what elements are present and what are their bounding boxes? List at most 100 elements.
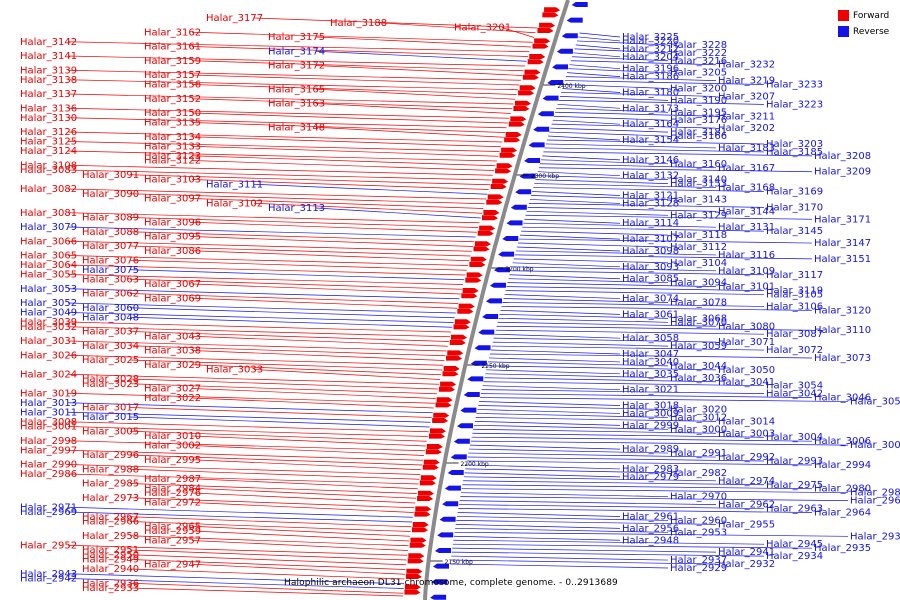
gene-label[interactable]: Halar_2987: [144, 474, 201, 485]
gene-label[interactable]: Halar_2952: [20, 540, 77, 551]
gene-label[interactable]: Halar_3028: [82, 374, 139, 385]
gene-label[interactable]: Halar_3148: [268, 122, 325, 133]
gene-label[interactable]: Halar_3096: [144, 217, 201, 228]
gene-label[interactable]: Halar_3203: [766, 139, 823, 150]
gene-label[interactable]: Halar_3029: [144, 360, 201, 371]
gene-label[interactable]: Halar_2972: [144, 498, 201, 509]
gene-label[interactable]: Halar_3116: [718, 250, 775, 261]
gene-label[interactable]: Halar_3074: [622, 294, 679, 305]
gene-label[interactable]: Halar_2985: [82, 479, 139, 490]
gene-label[interactable]: Halar_3049: [20, 308, 77, 319]
gene-label[interactable]: Halar_3151: [814, 254, 871, 265]
gene-label[interactable]: Halar_3065: [20, 251, 77, 262]
gene-label[interactable]: Halar_3009: [622, 408, 679, 419]
gene-label[interactable]: Halar_2973: [82, 493, 139, 504]
gene-label[interactable]: Halar_3006: [814, 436, 871, 447]
gene-label[interactable]: Halar_3039: [20, 317, 77, 328]
gene-label[interactable]: Halar_3018: [622, 401, 679, 412]
gene-label[interactable]: Halar_2998: [20, 436, 77, 447]
gene-label[interactable]: Halar_3114: [622, 218, 679, 229]
gene-label[interactable]: Halar_3156: [144, 80, 201, 91]
gene-label[interactable]: Halar_3162: [144, 27, 201, 38]
gene-label[interactable]: Halar_3161: [144, 42, 201, 53]
gene-label[interactable]: Halar_2939: [850, 531, 900, 542]
gene-label[interactable]: Halar_3170: [766, 202, 823, 213]
gene-label[interactable]: Halar_3135: [144, 118, 201, 129]
gene-label[interactable]: Halar_3021: [622, 385, 679, 396]
gene-label[interactable]: Halar_3073: [814, 353, 871, 364]
gene-label[interactable]: Halar_3216: [670, 56, 727, 67]
gene-label[interactable]: Halar_2941: [718, 547, 775, 558]
gene-label[interactable]: Halar_3015: [82, 412, 139, 423]
gene-label[interactable]: Halar_3177: [206, 13, 263, 24]
gene-label[interactable]: Halar_3059: [670, 341, 727, 352]
gene-label[interactable]: Halar_3138: [20, 75, 77, 86]
gene-label[interactable]: Halar_3209: [814, 167, 871, 178]
gene-label[interactable]: Halar_3125: [20, 137, 77, 148]
gene-label[interactable]: Halar_3101: [718, 282, 775, 293]
gene-label[interactable]: Halar_3038: [144, 346, 201, 357]
gene-label[interactable]: Halar_3083: [20, 165, 77, 176]
gene-label[interactable]: Halar_3060: [82, 303, 139, 314]
gene-label[interactable]: Halar_2997: [20, 445, 77, 456]
gene-label[interactable]: Halar_3160: [670, 159, 727, 170]
gene-label[interactable]: Halar_3066: [20, 236, 77, 247]
gene-label[interactable]: Halar_3013: [20, 398, 77, 409]
gene-label[interactable]: Halar_3089: [82, 213, 139, 224]
gene-label[interactable]: Halar_3090: [82, 189, 139, 200]
gene-label[interactable]: Halar_3136: [20, 103, 77, 114]
gene-label[interactable]: Halar_2986: [20, 469, 77, 480]
gene-label[interactable]: Halar_3117: [766, 270, 823, 281]
gene-label[interactable]: Halar_3107: [622, 234, 679, 245]
gene-label[interactable]: Halar_3082: [20, 184, 77, 195]
gene-label[interactable]: Halar_3046: [814, 393, 871, 404]
gene-label[interactable]: Halar_2947: [144, 559, 201, 570]
gene-label[interactable]: Halar_2963: [766, 504, 823, 515]
gene-label[interactable]: Halar_3122: [144, 156, 201, 167]
gene-label[interactable]: Halar_3108: [20, 160, 77, 171]
gene-label[interactable]: Halar_2983: [622, 464, 679, 475]
gene-label[interactable]: Halar_3207: [718, 91, 775, 102]
gene-label[interactable]: Halar_3212: [622, 44, 679, 55]
gene-label[interactable]: Halar_2943: [20, 569, 77, 580]
gene-label[interactable]: Halar_3208: [814, 151, 871, 162]
gene-label[interactable]: Halar_3146: [622, 155, 679, 166]
gene-label[interactable]: Halar_3022: [144, 393, 201, 404]
gene-label[interactable]: Halar_3063: [82, 274, 139, 285]
gene-label[interactable]: Halar_2979: [622, 472, 679, 483]
gene-label[interactable]: Halar_2991: [670, 448, 727, 459]
gene-label[interactable]: Halar_3232: [718, 60, 775, 71]
gene-label[interactable]: Halar_3014: [718, 416, 775, 427]
gene-label[interactable]: Halar_3068: [670, 313, 727, 324]
gene-label[interactable]: Halar_3186: [622, 72, 679, 83]
gene-label[interactable]: Halar_2935: [814, 543, 871, 554]
gene-label[interactable]: Halar_3118: [670, 230, 727, 241]
gene-label[interactable]: Halar_3079: [20, 222, 77, 233]
gene-label[interactable]: Halar_3172: [268, 61, 325, 72]
gene-label[interactable]: Halar_3120: [814, 305, 871, 316]
gene-label[interactable]: Halar_3004: [766, 432, 823, 443]
gene-label[interactable]: Halar_2995: [144, 455, 201, 466]
gene-label[interactable]: Halar_3043: [144, 331, 201, 342]
gene-label[interactable]: Halar_3202: [718, 123, 775, 134]
gene-label[interactable]: Halar_3035: [622, 369, 679, 380]
gene-label[interactable]: Halar_3037: [82, 327, 139, 338]
gene-label[interactable]: Halar_2945: [766, 539, 823, 550]
gene-label[interactable]: Halar_3134: [144, 132, 201, 143]
gene-label[interactable]: Halar_3077: [82, 241, 139, 252]
gene-label[interactable]: Halar_3145: [766, 226, 823, 237]
gene-label[interactable]: Halar_2929: [670, 563, 727, 574]
gene-label[interactable]: Halar_3173: [622, 103, 679, 114]
gene-label[interactable]: Halar_2936: [82, 578, 139, 589]
gene-label[interactable]: Halar_3087: [766, 329, 823, 340]
gene-label[interactable]: Halar_3165: [268, 84, 325, 95]
gene-label[interactable]: Halar_3095: [144, 232, 201, 243]
gene-label[interactable]: Halar_3041: [718, 377, 775, 388]
gene-label[interactable]: Halar_3042: [766, 389, 823, 400]
gene-label[interactable]: Halar_3040: [622, 357, 679, 368]
gene-label[interactable]: Halar_3152: [144, 94, 201, 105]
gene-label[interactable]: Halar_2974: [718, 476, 775, 487]
gene-label[interactable]: Halar_2992: [718, 452, 775, 463]
gene-label[interactable]: Halar_2984: [144, 483, 201, 494]
gene-label[interactable]: Halar_3139: [20, 65, 77, 76]
